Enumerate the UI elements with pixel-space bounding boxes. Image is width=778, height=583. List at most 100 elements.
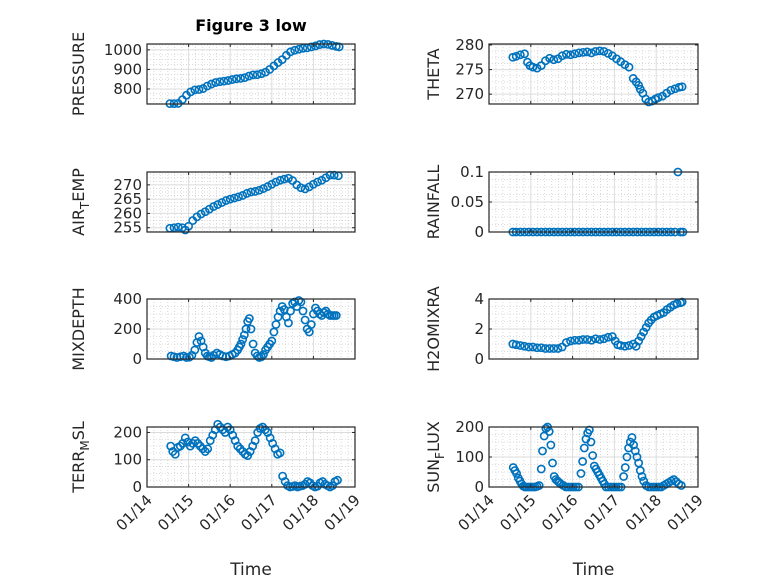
data-point <box>331 311 341 320</box>
data-point <box>545 53 555 63</box>
data-point <box>666 85 676 95</box>
data-point <box>677 82 687 92</box>
axes-box <box>146 43 356 105</box>
data-point <box>574 48 584 58</box>
data-point <box>511 340 521 350</box>
subplot-h2omixra: 0 2 4 H2OMIXRA <box>424 286 699 372</box>
y-tick-label: 270 <box>455 85 484 103</box>
data-point <box>561 49 571 59</box>
data-point <box>300 315 310 325</box>
data-point <box>275 306 285 316</box>
x-axis-label: Time <box>229 560 272 580</box>
data-point <box>271 320 281 329</box>
y-axis-label: THETA <box>424 48 443 100</box>
data-point <box>286 47 295 57</box>
y-tick-label: 260 <box>113 204 142 222</box>
data-point <box>653 93 663 103</box>
data-point <box>279 174 289 184</box>
data-point <box>515 50 525 60</box>
data-point <box>603 332 613 342</box>
data-point <box>538 446 547 456</box>
data-point <box>202 81 212 91</box>
data-point <box>294 44 304 54</box>
data-point <box>217 198 227 207</box>
y-tick-label: 280 <box>455 36 484 54</box>
data-point <box>595 46 605 56</box>
y-tick-label: 0.1 <box>460 163 484 181</box>
data-point <box>553 344 563 353</box>
data-point <box>634 336 644 346</box>
y-tick-label: 400 <box>113 290 142 308</box>
data-point <box>194 85 204 94</box>
y-axis-label: SUNFLUX <box>424 421 447 493</box>
x-tick-label: 01/19 <box>321 491 364 534</box>
y-tick-label: 0 <box>474 223 484 241</box>
data-point <box>677 297 687 307</box>
data-point <box>244 71 254 81</box>
y-tick-label: 4 <box>474 290 484 308</box>
data-point <box>548 458 557 468</box>
axes-box <box>488 43 699 105</box>
subplot-theta: 270 275 280 THETA <box>424 36 699 107</box>
data-point <box>244 314 254 323</box>
data-point <box>544 427 554 436</box>
y-tick-label: 100 <box>113 451 142 469</box>
data-series-h2omixra <box>508 297 687 353</box>
y-tick-label: 275 <box>455 61 484 79</box>
y-tick-label: 0 <box>474 350 484 368</box>
x-tick-label: 01/18 <box>279 491 322 534</box>
data-point <box>676 481 686 490</box>
data-point <box>173 222 183 232</box>
data-point <box>256 69 266 79</box>
data-point <box>194 332 204 341</box>
data-point <box>275 448 285 458</box>
y-tick-label: 800 <box>113 80 142 98</box>
data-point <box>528 342 538 352</box>
data-point <box>213 200 223 209</box>
data-point <box>169 223 179 233</box>
data-point <box>587 335 596 345</box>
y-axis-label: RAINFALL <box>424 165 443 240</box>
data-point <box>207 353 216 362</box>
y-axis-label: MIXDEPTH <box>69 287 88 370</box>
x-tick-label: 01/17 <box>237 491 280 534</box>
data-point <box>238 335 248 344</box>
data-point <box>588 451 598 460</box>
y-tick-label: 255 <box>113 219 142 237</box>
data-point <box>286 306 295 316</box>
data-point <box>578 47 588 57</box>
y-axis-label: PRESSURE <box>69 32 88 116</box>
data-point <box>267 336 277 346</box>
data-point <box>238 191 248 200</box>
data-point <box>290 297 300 307</box>
data-point <box>622 452 632 462</box>
data-point <box>209 202 218 211</box>
subplot-rainfall: 0 0.05 0.1 RAINFALL <box>424 163 699 241</box>
data-point <box>624 62 634 72</box>
data-point <box>207 79 216 89</box>
data-point <box>259 184 268 193</box>
data-point <box>248 339 258 349</box>
data-point <box>520 341 529 351</box>
data-point <box>599 46 609 56</box>
data-point <box>515 341 525 350</box>
data-point <box>630 446 640 456</box>
x-tick-label: 01/14 <box>455 491 498 534</box>
data-point <box>639 327 649 337</box>
y-tick-label: 200 <box>113 423 142 441</box>
y-tick-label: 900 <box>113 60 142 78</box>
axes-box <box>146 426 356 488</box>
data-point <box>227 75 237 84</box>
data-point <box>254 185 264 195</box>
data-point <box>524 342 534 352</box>
data-point <box>246 324 256 334</box>
x-tick-label: 01/16 <box>196 491 239 534</box>
data-point <box>259 350 268 359</box>
data-point <box>250 436 260 446</box>
data-point <box>549 55 559 65</box>
data-point <box>620 463 630 472</box>
data-point <box>511 51 521 61</box>
data-series-theta <box>508 46 687 107</box>
